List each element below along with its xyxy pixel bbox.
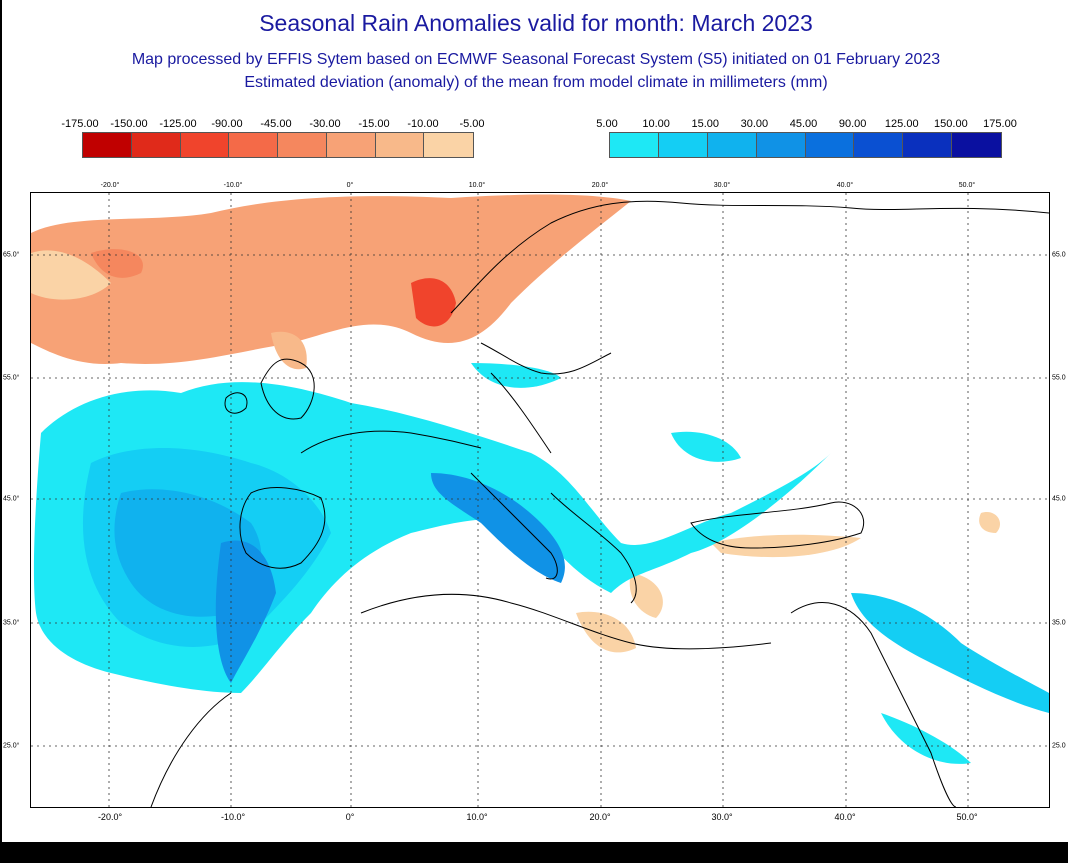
surplus-areas [33,363,1049,764]
lon-label-top-7: 50.0° [958,182,976,189]
lat-label-right-3: 35.0 [1052,619,1066,627]
legend-positive-tick-8: 175.00 [983,118,1017,130]
lon-label-top-5: 30.0° [713,182,731,189]
legend-negative-swatch-0 [83,133,132,157]
legend-positive-tick-2: 15.00 [691,118,720,130]
lat-label-left-3: 35.0° [3,619,20,627]
map-canvas [31,193,1049,807]
lat-label-right-1: 55.0 [1052,374,1066,382]
lon-label-bottom-7: 50.0° [956,812,978,822]
lon-label-bottom-3: 10.0° [466,812,488,822]
legend-negative-tick-0: -175.00 [61,118,99,130]
lon-label-top-1: -10.0° [223,182,243,189]
lat-label-right-0: 65.0 [1052,251,1066,259]
legend-positive-tick-5: 90.00 [838,118,867,130]
legend-positive-swatch-6 [903,133,953,157]
lon-label-top-0: -20.0° [100,182,120,189]
deficit-areas [31,194,1001,653]
legend-positive-tick-1: 10.00 [642,118,670,130]
lon-label-bottom-4: 20.0° [589,812,611,822]
lat-label-left-0: 65.0° [3,251,20,259]
legend-positive-tick-0: 5.00 [596,118,618,130]
lat-label-left-2: 45.0° [3,495,20,503]
lon-label-top-4: 20.0° [591,182,609,189]
legend-positive-swatch-2 [707,133,757,157]
legend-positive-colorbar [609,132,1002,158]
legend-negative-tick-8: -5.00 [459,118,485,130]
legend-positive-tick-4: 45.00 [789,118,818,130]
legend-positive-tick-6: 125.00 [884,118,919,130]
legend-negative-tick-1: -150.00 [110,118,148,130]
lon-label-bottom-5: 30.0° [711,812,733,822]
legend-negative-swatch-3 [229,133,278,157]
legend-negative-tick-5: -30.00 [309,118,341,130]
legend-negative-swatch-4 [278,133,327,157]
legend-positive-swatch-0 [610,133,659,157]
legend-negative-swatch-5 [326,133,376,157]
legend-negative-tick-7: -10.00 [407,118,439,130]
legend-negative-tick-2: -125.00 [159,118,197,130]
lat-label-right-4: 25.0 [1052,742,1066,750]
legend-negative-tick-4: -45.00 [260,118,292,130]
legend-positive-swatch-4 [805,133,855,157]
legend-negative-colorbar [82,132,474,158]
legend-positive-swatch-5 [854,133,904,157]
lat-label-left-4: 25.0° [3,742,20,750]
coastlines [150,200,1049,807]
legend-negative-swatch-6 [375,133,425,157]
legend-positive-swatch-3 [756,133,806,157]
bottom-bar [0,842,1068,863]
legend-positive-swatch-1 [658,133,708,157]
legend-negative-swatch-1 [131,133,181,157]
map-subtitle: Map processed by EFFIS Sytem based on EC… [131,51,941,68]
legend-negative-tick-3: -90.00 [211,118,243,130]
map-title: Seasonal Rain Anomalies valid for month:… [259,10,813,36]
lon-label-bottom-1: -10.0° [220,812,246,822]
legend-positive-swatch-7 [952,133,1001,157]
lat-label-left-1: 55.0° [3,374,20,382]
legend-negative-tick-6: -15.00 [358,118,390,130]
lon-label-bottom-6: 40.0° [834,812,856,822]
lat-label-right-2: 45.0 [1052,495,1066,503]
legend-negative-swatch-7 [424,133,473,157]
legend-positive-tick-7: 150.00 [934,118,968,130]
lon-label-top-6: 40.0° [836,182,854,189]
map-subtitle-units: Estimated deviation (anomaly) of the mea… [244,74,828,91]
legend-positive-tick-3: 30.00 [740,118,769,130]
lon-label-bottom-0: -20.0° [97,812,123,822]
lon-label-bottom-2: 0° [345,812,355,822]
legend-negative-swatch-2 [180,133,230,157]
graticule [31,193,1049,807]
lon-label-top-3: 10.0° [468,182,486,189]
lon-label-top-2: 0° [346,182,354,189]
europe-anomaly-map [30,192,1050,808]
